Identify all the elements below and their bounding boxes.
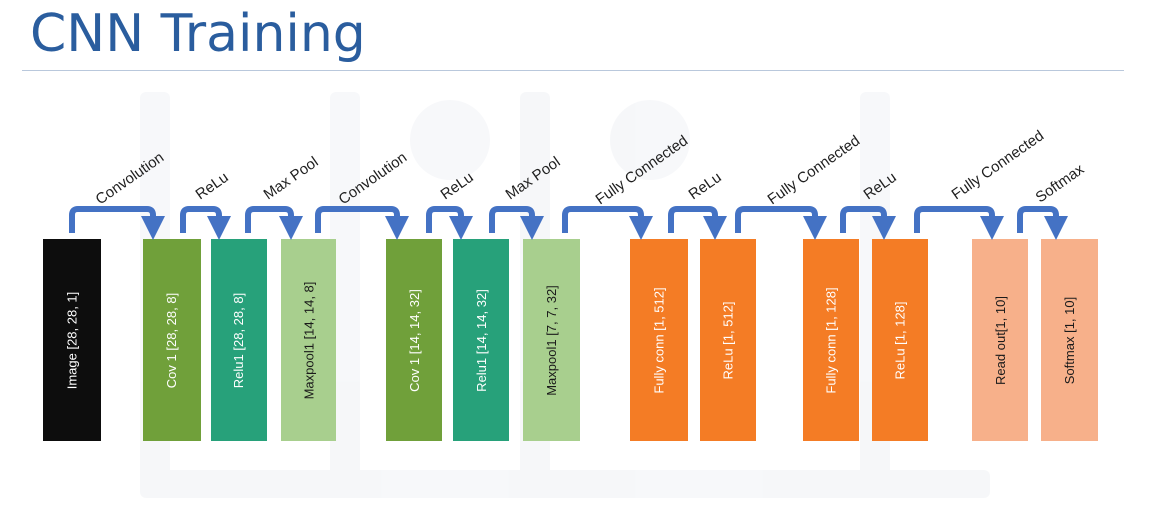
fully-connected-arrow-1 [562, 206, 653, 240]
layer-box-conv2: Cov 1 [14, 14, 32] [386, 239, 442, 441]
layer-box-fc2: Fully conn [1, 128] [803, 239, 859, 441]
op-label-maxpool-1: Max Pool [261, 153, 322, 203]
relu-arrow-4 [840, 206, 896, 240]
softmax-arrow [1017, 206, 1068, 240]
relu-arrow-3 [668, 206, 727, 240]
op-label-convolution-1: Convolution [93, 149, 168, 208]
convolution-arrow-1 [69, 206, 165, 240]
layer-box-conv1: Cov 1 [28, 28, 8] [143, 239, 201, 441]
op-label-relu-1: ReLu [193, 169, 232, 203]
layer-box-maxpool2: Maxpool1 [7, 7, 32] [523, 239, 580, 441]
layer-box-image: Image [28, 28, 1] [43, 239, 101, 441]
page-title: CNN Training [30, 4, 366, 64]
op-label-relu-4: ReLu [861, 169, 900, 203]
title-divider [22, 70, 1124, 71]
layer-box-relu2: Relu1 [14, 14, 32] [453, 239, 509, 441]
convolution-arrow-2 [315, 206, 409, 240]
layer-box-softmax: Softmax [1, 10] [1041, 239, 1098, 441]
layer-box-fc1: Fully conn [1, 512] [630, 239, 688, 441]
op-label-softmax: Softmax [1033, 161, 1088, 207]
op-label-maxpool-2: Max Pool [503, 153, 564, 203]
relu-arrow-1 [180, 206, 231, 240]
op-label-relu-3: ReLu [686, 169, 725, 203]
layer-box-relu3: ReLu [1, 512] [700, 239, 756, 441]
op-label-fully-connected-2: Fully Connected [765, 132, 864, 208]
op-label-convolution-2: Convolution [336, 149, 411, 208]
layer-box-maxpool1: Maxpool1 [14, 14, 8] [281, 239, 336, 441]
layer-box-readout: Read out[1, 10] [972, 239, 1028, 441]
fully-connected-arrow-3 [914, 206, 1004, 240]
relu-arrow-2 [426, 206, 473, 240]
op-label-relu-2: ReLu [438, 169, 477, 203]
fully-connected-arrow-2 [735, 206, 827, 240]
maxpool-arrow-1 [245, 206, 303, 240]
op-label-fully-connected-1: Fully Connected [593, 132, 692, 208]
maxpool-arrow-2 [489, 206, 544, 240]
layer-box-relu1: Relu1 [28, 28, 8] [211, 239, 267, 441]
layer-box-relu4: ReLu [1, 128] [872, 239, 928, 441]
